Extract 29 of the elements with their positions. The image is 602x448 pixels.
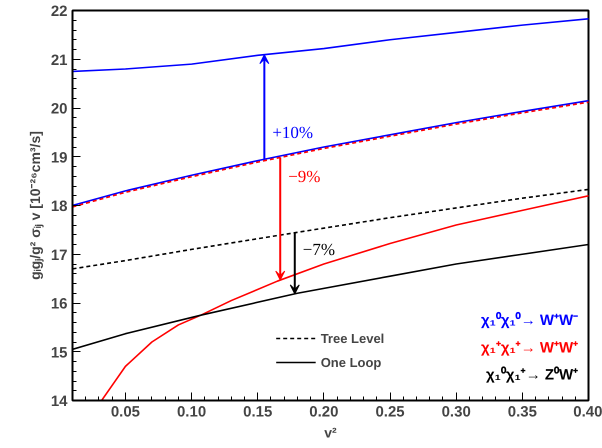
x-tick-label: 0.20: [309, 404, 338, 420]
y-tick-label: 16: [50, 296, 68, 312]
y-tick-label: 14: [50, 393, 68, 410]
annotation: −9%: [288, 167, 320, 186]
y-tick-label: 20: [50, 100, 68, 118]
y-axis-title: gᵢgⱼ/g² σᵢⱼ v [10⁻²⁶cm³/s]: [26, 131, 44, 280]
text: χ₁⁰χ₁⁰→ W⁺W⁻: [481, 311, 578, 330]
line-series: [100, 194, 588, 400]
x-tick-label: 0.05: [110, 404, 140, 420]
y-tick-label: 19: [50, 149, 68, 166]
annotation: +10%: [272, 123, 314, 142]
y-tick-label: 21: [50, 52, 68, 69]
y-tick-label: 17: [50, 246, 68, 264]
x-tick-label: 0.40: [573, 404, 602, 420]
y-tick-label: 22: [50, 3, 68, 20]
text: χ₁⁰χ₁⁺→ Z⁰W⁺: [486, 366, 578, 384]
x-tick-label: 0.10: [176, 404, 206, 420]
x-tick-label: 0.30: [442, 404, 471, 420]
x-tick-label: 0.35: [508, 404, 537, 420]
line-series: [72, 18, 588, 72]
y-tick-label: 15: [50, 344, 68, 362]
annotation: −7%: [302, 240, 336, 259]
annotation: Tree Level: [320, 330, 384, 346]
text: χ₁⁺χ₁⁺→ W⁺W⁺: [481, 339, 578, 356]
annotation: One Loop: [320, 354, 382, 370]
x-axis-title: v²: [324, 424, 338, 440]
x-tick-label: 0.25: [375, 404, 405, 420]
x-tick-label: 0.15: [243, 404, 272, 420]
y-tick-label: 18: [50, 198, 68, 215]
